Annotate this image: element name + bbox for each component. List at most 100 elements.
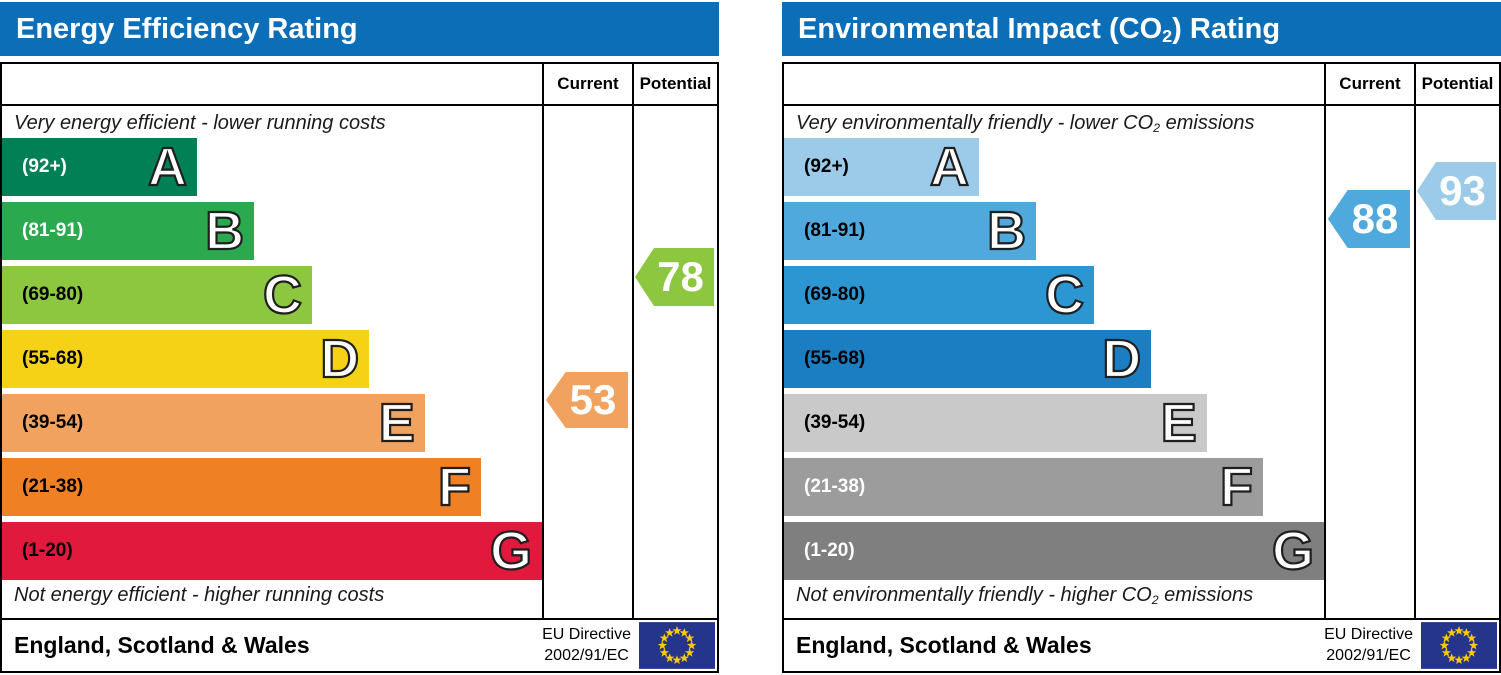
current-rating-value: 53 bbox=[569, 376, 617, 423]
rating-band-e: (39-54) E bbox=[2, 394, 542, 452]
band-range-label: (1-20) bbox=[22, 540, 73, 561]
potential-column-header: Potential bbox=[1414, 64, 1499, 104]
band-letter: E bbox=[1160, 393, 1198, 453]
potential-column-header: Potential bbox=[632, 64, 717, 104]
eu-flag-star bbox=[665, 627, 675, 637]
band-bar: (55-68) D bbox=[2, 329, 370, 389]
rating-chart-area: Very environmentally friendly - lower CO… bbox=[784, 106, 1499, 618]
band-bar: (69-80) C bbox=[784, 266, 1094, 324]
band-bar: (81-91) B bbox=[784, 202, 1037, 260]
eu-directive-label: EU Directive 2002/91/EC bbox=[542, 625, 639, 667]
band-letter: G bbox=[489, 521, 533, 581]
band-bar: (81-91) B bbox=[2, 202, 255, 260]
band-range-label: (1-20) bbox=[804, 540, 855, 561]
eu-directive-line2: 2002/91/EC bbox=[544, 646, 629, 664]
bottom-caption: Not energy efficient - higher running co… bbox=[14, 584, 384, 607]
eu-flag-star bbox=[679, 653, 689, 663]
current-column-header: Current bbox=[542, 64, 632, 104]
bottom-caption: Not environmentally friendly - higher CO… bbox=[796, 584, 1253, 607]
eu-flag-star bbox=[1467, 633, 1477, 643]
eu-flag-star bbox=[685, 647, 695, 657]
band-range-label: (81-91) bbox=[804, 220, 866, 241]
band-range-label: (55-68) bbox=[804, 348, 866, 369]
eu-flag-star bbox=[1441, 647, 1451, 657]
eu-flag-star bbox=[1454, 655, 1464, 665]
band-bar: (92+) A bbox=[2, 138, 197, 196]
eu-flag-star bbox=[686, 640, 697, 650]
rating-band-e: (39-54) E bbox=[784, 394, 1324, 452]
current-rating-arrow: 53 bbox=[546, 372, 628, 428]
eu-flag-icon bbox=[1421, 622, 1497, 669]
rating-band-c: (69-80) C bbox=[2, 266, 542, 324]
band-letter: C bbox=[262, 265, 303, 325]
rating-band-b: (81-91) B bbox=[2, 202, 542, 260]
eu-flag-star bbox=[1454, 626, 1464, 635]
top-caption: Very energy efficient - lower running co… bbox=[14, 112, 386, 135]
rating-band-f: (21-38) F bbox=[2, 458, 542, 516]
top-caption-subscript: 2 bbox=[1153, 120, 1161, 135]
panel-title-bar: Energy Efficiency Rating bbox=[0, 2, 719, 56]
eu-flag-star bbox=[659, 633, 669, 643]
eu-flag-star bbox=[657, 640, 668, 650]
band-bar: (55-68) D bbox=[784, 329, 1152, 389]
eu-directive-line1: EU Directive bbox=[1324, 625, 1413, 643]
panel-title: Energy Efficiency Rating bbox=[0, 2, 719, 59]
rating-band-b: (81-91) B bbox=[784, 202, 1324, 260]
eu-flag-star bbox=[1439, 640, 1450, 650]
current-rating-value: 88 bbox=[1351, 195, 1399, 242]
rating-panel: Energy Efficiency Rating Current Potenti… bbox=[0, 0, 719, 675]
bottom-caption-text: Not environmentally friendly - higher CO bbox=[796, 584, 1152, 606]
band-bar: (1-20) G bbox=[2, 522, 542, 580]
panel-title-bar: Environmental Impact (CO2) Rating bbox=[782, 2, 1501, 56]
region-label: England, Scotland & Wales bbox=[14, 632, 310, 658]
eu-flag-star bbox=[1461, 653, 1471, 663]
band-range-label: (81-91) bbox=[22, 220, 84, 241]
rating-band-a: (92+) A bbox=[2, 138, 542, 196]
rating-band-d: (55-68) D bbox=[2, 330, 542, 388]
band-letter: F bbox=[437, 457, 472, 517]
potential-rating-arrow: 78 bbox=[635, 248, 714, 306]
band-range-label: (92+) bbox=[22, 156, 67, 177]
band-letter: D bbox=[1101, 329, 1142, 389]
rating-panel: Environmental Impact (CO2) Rating Curren… bbox=[782, 0, 1501, 675]
potential-rating-value: 78 bbox=[657, 253, 704, 300]
band-bar: (1-20) G bbox=[784, 522, 1324, 580]
band-letter: A bbox=[147, 137, 188, 197]
eu-flag-star bbox=[672, 655, 682, 665]
band-range-label: (55-68) bbox=[22, 348, 84, 369]
band-bar: (21-38) F bbox=[784, 458, 1263, 516]
current-column-header: Current bbox=[1324, 64, 1414, 104]
potential-column-divider bbox=[1414, 106, 1416, 618]
current-column-divider bbox=[542, 106, 544, 618]
eu-directive-line2: 2002/91/EC bbox=[1326, 646, 1411, 664]
band-letter: C bbox=[1044, 265, 1085, 325]
band-range-label: (21-38) bbox=[804, 476, 866, 497]
region-label: England, Scotland & Wales bbox=[796, 632, 1092, 658]
eu-flag-star bbox=[1461, 627, 1471, 637]
current-column-divider bbox=[1324, 106, 1326, 618]
eu-directive-line1: EU Directive bbox=[542, 625, 631, 643]
bottom-caption-text: Not energy efficient - higher running co… bbox=[14, 584, 385, 606]
band-range-label: (21-38) bbox=[22, 476, 84, 497]
band-letter: E bbox=[378, 393, 416, 453]
rating-band-g: (1-20) G bbox=[784, 522, 1324, 580]
bottom-caption-subscript: 2 bbox=[1151, 592, 1159, 607]
rating-band-c: (69-80) C bbox=[784, 266, 1324, 324]
rating-bands: (92+) A (81-91) B (69-80) C (55-68) D (39-54) E (2… bbox=[784, 138, 1324, 586]
band-letter: D bbox=[319, 329, 360, 389]
band-bar: (39-54) E bbox=[784, 394, 1207, 452]
band-bar: (92+) A bbox=[784, 138, 979, 196]
top-caption-text: Very energy efficient - lower running co… bbox=[14, 112, 386, 134]
eu-flag-star bbox=[1467, 647, 1477, 657]
bottom-caption-text-post: emissions bbox=[1158, 584, 1254, 606]
eu-flag-star bbox=[659, 647, 669, 657]
panel-title-text: Environmental Impact (CO bbox=[798, 13, 1163, 45]
band-letter: A bbox=[929, 137, 970, 197]
eu-flag-star bbox=[1447, 627, 1457, 637]
panel-title-text-post: ) Rating bbox=[1172, 13, 1281, 45]
panel-title-text: Energy Efficiency Rating bbox=[16, 13, 358, 45]
table-footer-row: England, Scotland & Wales EU Directive 2… bbox=[2, 618, 717, 671]
potential-column-divider bbox=[632, 106, 634, 618]
top-caption-text-post: emissions bbox=[1160, 112, 1255, 134]
eu-flag-icon bbox=[639, 622, 715, 669]
